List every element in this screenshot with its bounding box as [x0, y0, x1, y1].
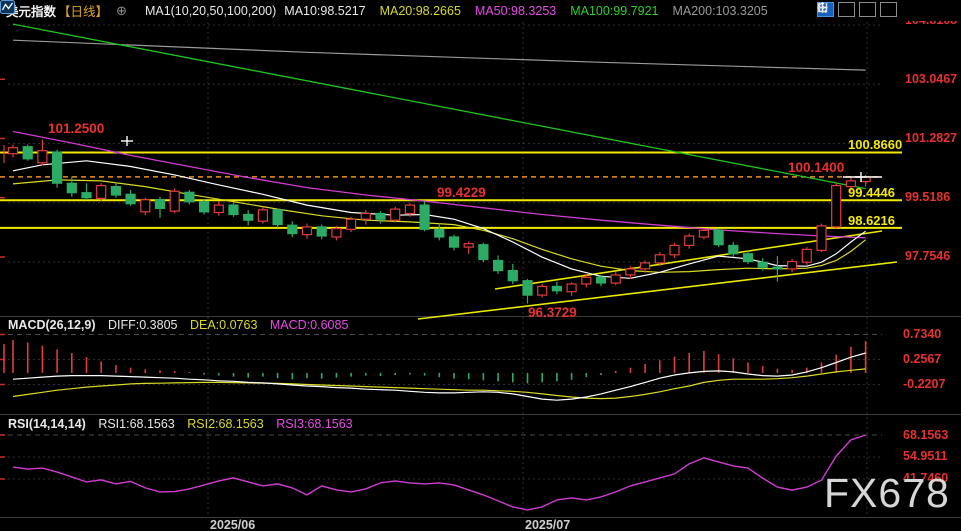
date-axis-label: 2025/06 [210, 518, 256, 531]
price-markers [121, 136, 882, 182]
candles-layer [3, 139, 871, 304]
annotation-label: 100.1400 [788, 160, 845, 175]
top-bar: 美元指数 【日线】 ⊕ MA1(10,20,50,100,200) MA10:9… [0, 0, 961, 21]
price-axis-label: 99.5186 [905, 190, 951, 205]
annotation-label: 101.2500 [48, 121, 105, 136]
price-axis-label: 97.7546 [905, 249, 951, 264]
fx678-watermark: FX678 [824, 470, 950, 516]
legend-ma50: MA50:98.3253 [474, 3, 557, 18]
legend-ma20: MA20:98.2665 [379, 3, 461, 18]
rsi1-value: RSI1:68.1563 [98, 417, 175, 431]
macd-diff-value: DIFF:0.3805 [108, 318, 178, 332]
rsi-axis-label: 68.1563 [903, 427, 949, 442]
macd-axis-label: -0.2207 [903, 377, 946, 391]
level-price-label: 99.4446 [848, 185, 895, 201]
symbol-name: 美元指数 [6, 5, 57, 19]
macd-dea-value: DEA:0.0763 [189, 318, 258, 332]
compare-icon[interactable]: ⊕ [116, 3, 127, 18]
rsi-layer [12, 434, 866, 511]
macd-layer [3, 339, 867, 401]
chart-toolbar [817, 2, 897, 17]
price-axis-label: 103.0467 [905, 71, 958, 86]
pan-right-icon[interactable] [817, 2, 897, 17]
macd-axis-label: 0.2567 [903, 352, 942, 366]
rsi-axis-label: 41.7460 [903, 471, 949, 486]
legend-ma100: MA100:99.7921 [570, 3, 659, 18]
macd-title: MACD(26,12,9) [8, 318, 96, 332]
x-axis-scale-icon[interactable] [817, 2, 876, 17]
rsi2-value: RSI2:68.1563 [187, 417, 264, 431]
annotation-label: 96.3729 [528, 305, 577, 320]
price-axis-label: 101.2827 [905, 130, 958, 145]
rsi3-value: RSI3:68.1563 [276, 417, 353, 431]
legend-ma10: MA10:98.5217 [284, 3, 366, 18]
macd-hist-value: MACD:0.6085 [269, 318, 349, 332]
ma-settings-label[interactable]: MA1(10,20,50,100,200) [144, 3, 277, 18]
level-lines [0, 151, 902, 320]
rsi-axis-label: 54.9511 [903, 449, 948, 464]
legend-ma200: MA200:103.3205 [672, 3, 768, 18]
grid-layer [0, 22, 961, 518]
rsi-header: RSI(14,14,14) RSI1:68.1563 RSI2:68.1563 … [8, 417, 362, 431]
y-axis-scale-icon[interactable] [817, 2, 855, 17]
period-label[interactable]: 【日线】 [58, 5, 109, 19]
macd-header: MACD(26,12,9) DIFF:0.3805 DEA:0.0763 MAC… [8, 318, 357, 332]
axis-ticks [0, 19, 5, 480]
date-axis-label: 2025/07 [525, 518, 571, 531]
ma-legend: MA10:98.5217 MA20:98.2665 MA50:98.3253 MA10… [284, 4, 767, 18]
level-price-label: 100.8660 [848, 137, 903, 153]
level-price-label: 98.6216 [848, 212, 895, 228]
rsi-title: RSI(14,14,14) [8, 417, 86, 431]
macd-axis-label: 0.7340 [903, 326, 942, 341]
annotation-label: 99.4229 [437, 185, 486, 200]
